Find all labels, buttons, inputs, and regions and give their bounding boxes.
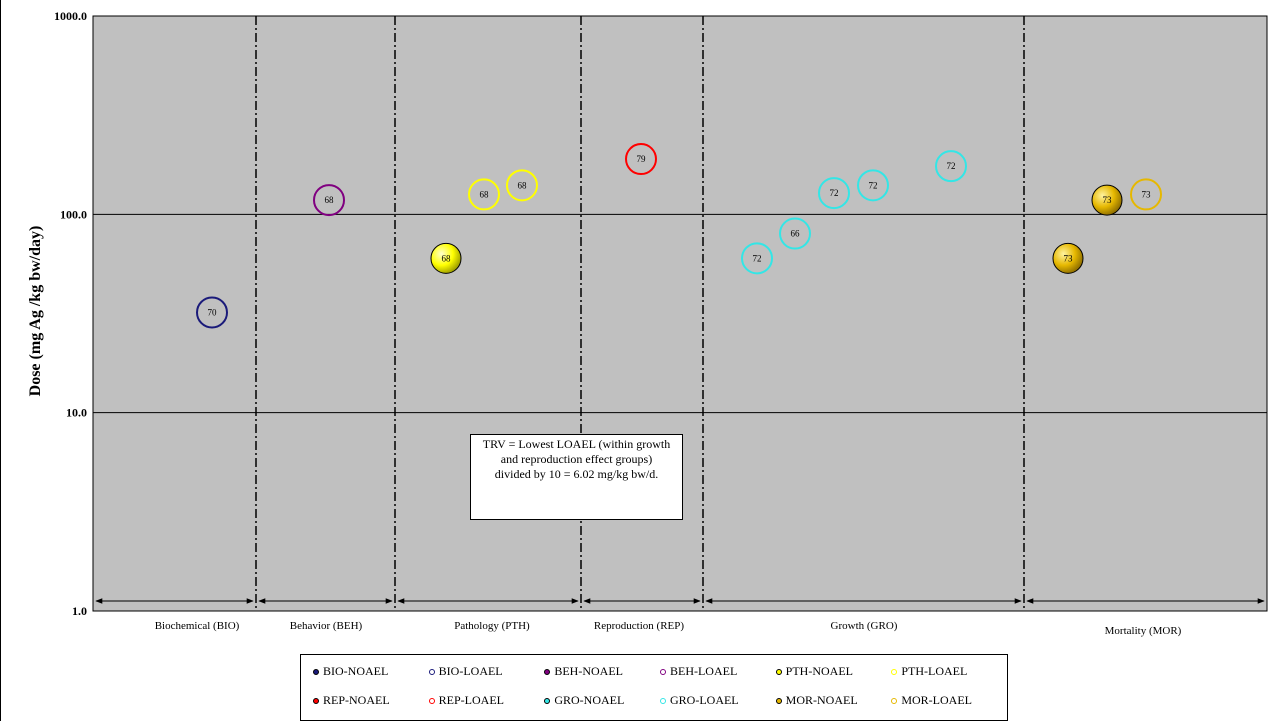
point-rep-loael: 79: [625, 143, 657, 176]
point-beh-loael: 68: [313, 184, 345, 217]
chart-legend: BIO-NOAEL BIO-LOAEL BEH-NOAEL BEH-LOAEL PTH-…: [300, 654, 1008, 721]
legend-label: BIO-LOAEL: [438, 664, 503, 678]
legend-label: BEH-NOAEL: [554, 664, 623, 678]
legend-marker: [775, 668, 782, 675]
point-marker: [1052, 242, 1084, 274]
legend-item-bio-loael: BIO-LOAEL: [428, 664, 545, 679]
point-marker: [506, 169, 538, 202]
legend-item-gro-loael: GRO-LOAEL: [659, 693, 776, 708]
point-bio-loael: 70: [196, 296, 228, 329]
point-label: 68: [518, 180, 528, 190]
legend-item-beh-loael: BEH-LOAEL: [659, 664, 776, 679]
point-gro-loael: 72: [741, 242, 773, 275]
legend-label: REP-LOAEL: [438, 693, 504, 707]
y-tick-label: 10.0: [66, 406, 87, 420]
point-pth-loael: 68: [468, 178, 500, 211]
point-marker: [1130, 178, 1162, 211]
point-label: 70: [208, 307, 218, 317]
legend-item-pth-noael: PTH-NOAEL: [775, 664, 892, 679]
point-marker: [818, 177, 850, 210]
point-marker: [430, 242, 462, 274]
y-tick-label: 1.0: [72, 604, 87, 618]
legend-item-mor-noael: MOR-NOAEL: [775, 693, 892, 708]
legend-item-gro-noael: GRO-NOAEL: [544, 693, 660, 708]
point-label: 68: [442, 253, 452, 263]
point-pth-noael: 68: [430, 242, 462, 274]
point-label: 72: [947, 161, 956, 171]
legend-label: GRO-NOAEL: [554, 693, 625, 707]
point-gro-loael: 72: [818, 177, 850, 210]
trv-annotation-line-3: divided by 10 = 6.02 mg/kg bw/d.: [494, 467, 659, 481]
y-axis-label: Dose (mg Ag /kg bw/day): [27, 225, 44, 397]
legend-label: GRO-LOAEL: [669, 693, 739, 707]
group-label-beh: Behavior (BEH): [290, 620, 363, 632]
point-marker: [625, 143, 657, 176]
legend-item-bio-noael: BIO-NOAEL: [313, 664, 429, 679]
legend-item-rep-noael: REP-NOAEL: [313, 693, 429, 708]
trv-annotation-line-2: and reproduction effect groups): [500, 452, 653, 466]
point-marker: [779, 217, 811, 250]
group-label-gro: Growth (GRO): [831, 620, 898, 632]
point-label: 73: [1142, 189, 1152, 199]
dose-response-chart: 1000.0 100.0 10.0 1.0 Biochemical (BIO) Beha…: [54, 9, 1268, 637]
point-marker: [935, 150, 967, 183]
trv-annotation-box: TRV = Lowest LOAEL (within growth and re…: [470, 434, 683, 520]
point-marker: [196, 296, 228, 329]
y-tick-label: 100.0: [60, 207, 87, 221]
point-label: 68: [480, 189, 490, 199]
trv-annotation-line-1: TRV = Lowest LOAEL (within growth: [482, 437, 671, 451]
legend-marker: [891, 697, 898, 704]
legend-item-beh-noael: BEH-NOAEL: [544, 664, 660, 679]
y-tick-label: 1000.0: [54, 9, 87, 23]
point-gro-loael: 72: [935, 150, 967, 183]
point-mor-noael: 73: [1091, 184, 1123, 216]
point-mor-noael: 73: [1052, 242, 1084, 274]
legend-marker: [313, 697, 319, 704]
legend-marker: [428, 668, 435, 675]
legend-label: PTH-NOAEL: [785, 664, 853, 678]
figure-frame-line: [0, 0, 1, 721]
point-gro-loael: 66: [779, 217, 811, 250]
point-label: 72: [830, 188, 839, 198]
point-marker: [1091, 184, 1123, 216]
point-marker: [857, 169, 889, 202]
legend-item-pth-loael: PTH-LOAEL: [891, 664, 1007, 679]
group-label-rep: Reproduction (REP): [594, 620, 684, 632]
point-pth-loael: 68: [506, 169, 538, 202]
group-label-pth: Pathology (PTH): [454, 620, 530, 632]
point-label: 73: [1064, 253, 1074, 263]
plot-area: [92, 15, 1268, 612]
legend-label: BEH-LOAEL: [669, 664, 738, 678]
legend-item-rep-loael: REP-LOAEL: [428, 693, 545, 708]
point-gro-loael: 72: [857, 169, 889, 202]
legend-item-mor-loael: MOR-LOAEL: [891, 693, 1007, 708]
point-marker: [468, 178, 500, 211]
legend-label: MOR-LOAEL: [901, 693, 972, 707]
legend-marker: [428, 697, 435, 704]
point-label: 66: [791, 229, 801, 239]
legend-marker: [313, 668, 319, 675]
group-label-bio: Biochemical (BIO): [155, 620, 240, 632]
point-marker: [741, 242, 773, 275]
legend-label: MOR-NOAEL: [785, 693, 858, 707]
legend-marker: [891, 668, 898, 675]
legend-marker: [775, 697, 782, 704]
legend-label: REP-NOAEL: [323, 693, 390, 707]
point-mor-loael: 73: [1130, 178, 1162, 211]
group-label-mor: Mortality (MOR): [1105, 625, 1182, 637]
legend-marker: [544, 668, 551, 675]
point-label: 68: [325, 195, 335, 205]
point-label: 72: [753, 253, 762, 263]
point-marker: [313, 184, 345, 217]
point-label: 73: [1103, 195, 1113, 205]
legend-marker: [659, 668, 666, 675]
point-label: 79: [637, 154, 647, 164]
point-label: 72: [869, 180, 878, 190]
legend-marker: [659, 697, 666, 704]
legend-label: PTH-LOAEL: [901, 664, 968, 678]
legend-marker: [544, 697, 551, 704]
legend-label: BIO-NOAEL: [323, 664, 389, 678]
